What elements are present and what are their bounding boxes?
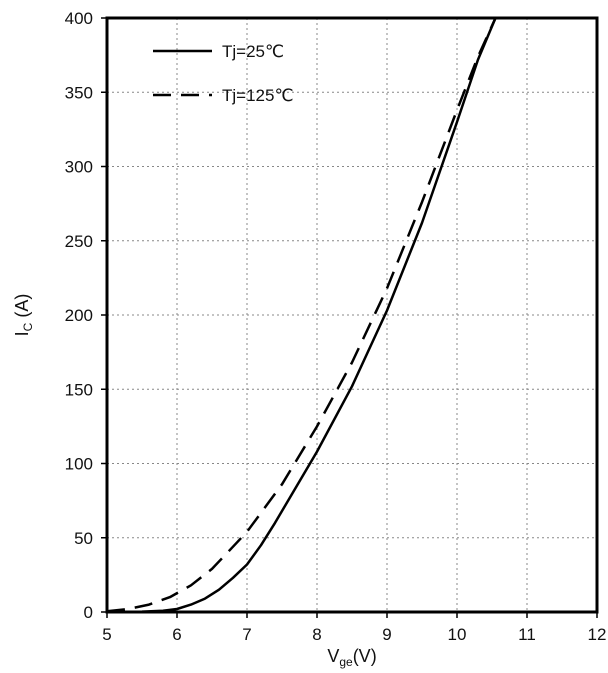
y-tick-label: 200 <box>65 306 93 325</box>
x-tick-label: 7 <box>242 625 251 644</box>
grid-layer <box>107 18 597 612</box>
x-tick-label: 9 <box>382 625 391 644</box>
x-axis-label-tail: (V) <box>353 646 377 666</box>
y-tick-label: 250 <box>65 232 93 251</box>
x-tick-label: 5 <box>102 625 111 644</box>
y-tick-label: 400 <box>65 9 93 28</box>
y-tick-label: 50 <box>74 529 93 548</box>
y-tick-label: 350 <box>65 83 93 102</box>
y-axis-label-tail: (A) <box>12 294 32 323</box>
x-tick-label: 11 <box>518 625 536 644</box>
y-tick-label: 100 <box>65 455 93 474</box>
series-line-tj25 <box>106 17 497 614</box>
x-tick-label: 6 <box>172 625 181 644</box>
y-axis-label-main: I <box>12 331 32 336</box>
y-axis-label: IC (A) <box>12 294 35 337</box>
y-tick-label: 150 <box>65 380 93 399</box>
y-axis-label-sub: C <box>21 322 35 331</box>
legend-label: Tj=125℃ <box>222 86 294 105</box>
legend-label: Tj=25℃ <box>222 42 284 61</box>
y-tick-label: 0 <box>84 603 93 622</box>
series-layer <box>106 17 497 614</box>
x-tick-label: 10 <box>448 625 467 644</box>
x-axis-label-sub: ge <box>339 655 353 669</box>
tick-layer: 5 6 7 8 9 10 11 12 0 50 100 150 200 250 300 350 400 <box>65 9 607 644</box>
x-axis-label: Vge(V) <box>327 646 376 669</box>
y-tick-label: 300 <box>65 158 93 177</box>
x-axis-label-main: V <box>327 646 339 666</box>
x-tick-label: 8 <box>312 625 321 644</box>
legend: Tj=25℃ Tj=125℃ <box>153 42 294 105</box>
series-line-tj125 <box>106 17 497 613</box>
x-tick-label: 12 <box>588 625 607 644</box>
